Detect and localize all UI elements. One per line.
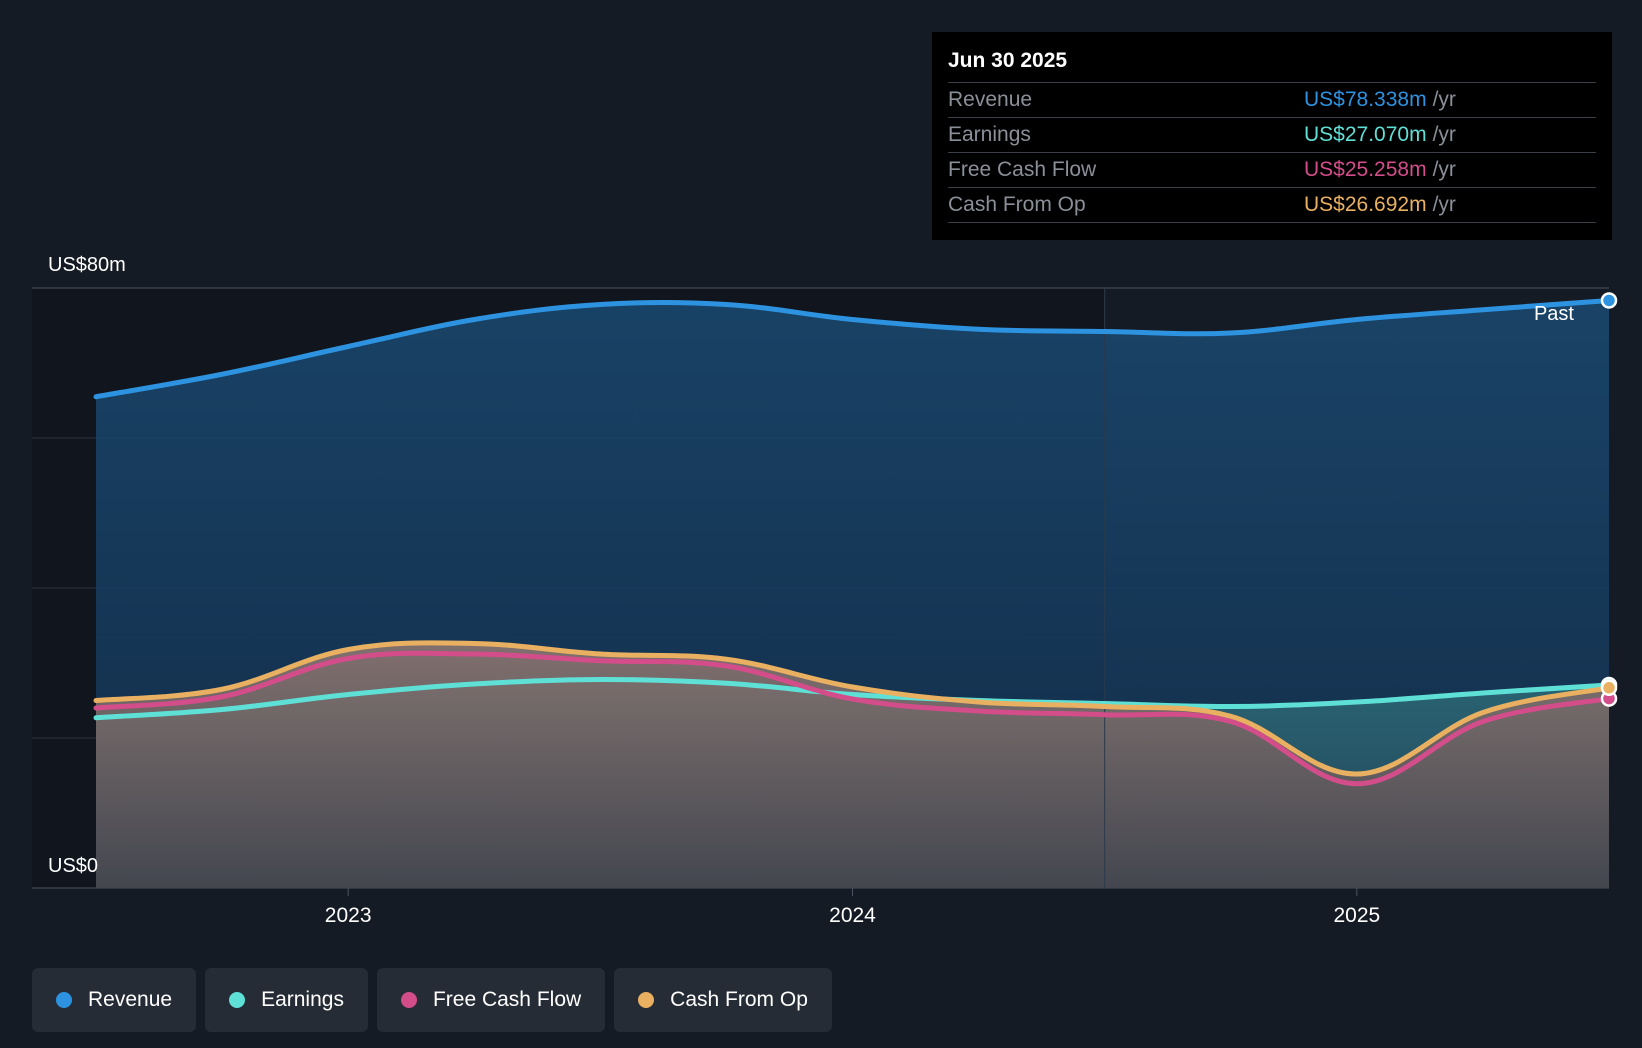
tooltip-label: Cash From Op — [948, 193, 1086, 216]
legend-dot-icon — [56, 992, 72, 1008]
past-label: Past — [1534, 303, 1574, 325]
y-axis-top-label: US$80m — [48, 254, 126, 276]
x-tick-label: 2025 — [1333, 904, 1380, 927]
legend: Revenue Earnings Free Cash Flow Cash Fro… — [32, 968, 832, 1032]
tooltip-label: Revenue — [948, 88, 1033, 111]
tooltip-value: US$78.338m — [1304, 88, 1427, 111]
tooltip-label: Earnings — [948, 123, 1031, 146]
tooltip-row-earnings: Earnings US$27.070m/yr — [948, 118, 1596, 153]
cash-from-op-line — [93, 640, 1612, 777]
legend-label: Revenue — [88, 988, 173, 1011]
legend-item-free-cash-flow[interactable]: Free Cash Flow — [376, 968, 606, 1032]
legend-item-revenue[interactable]: Revenue — [32, 968, 197, 1032]
x-tick-label: 2024 — [829, 904, 876, 927]
y-axis-bottom-label: US$0 — [48, 855, 98, 877]
tooltip-label: Free Cash Flow — [948, 158, 1097, 181]
legend-item-earnings[interactable]: Earnings — [205, 968, 368, 1032]
tooltip-value: US$26.692m — [1304, 193, 1427, 216]
legend-dot-icon — [400, 992, 417, 1008]
tooltip-value-wrap: US$25.258m/yr — [1304, 153, 1456, 187]
legend-dot-icon — [638, 992, 655, 1008]
tooltip-value-wrap: US$26.692m/yr — [1304, 188, 1456, 222]
tooltip-unit: /yr — [1432, 123, 1456, 146]
legend-label: Free Cash Flow — [432, 988, 582, 1011]
tooltip-row-free-cash-flow: Free Cash Flow US$25.258m/yr — [948, 153, 1596, 188]
tooltip-row-revenue: Revenue US$78.338m/yr — [948, 83, 1596, 118]
tooltip-value: US$25.258m — [1304, 158, 1427, 181]
cash-from-op-end-point[interactable] — [1600, 679, 1618, 697]
legend-dot-icon — [229, 992, 246, 1008]
tooltip-value-wrap: US$27.070m/yr — [1304, 118, 1456, 152]
tooltip-row-cash-from-op: Cash From Op US$26.692m/yr — [948, 188, 1596, 223]
tooltip-unit: /yr — [1432, 88, 1456, 111]
legend-label: Cash From Op — [670, 988, 808, 1011]
legend-item-cash-from-op[interactable]: Cash From Op — [614, 968, 832, 1032]
tooltip-panel: Jun 30 2025 Revenue US$78.338m/yr Earnin… — [932, 32, 1612, 240]
tooltip-value: US$27.070m — [1304, 123, 1427, 146]
revenue-line — [93, 297, 1612, 400]
free-cash-flow-line — [93, 650, 1612, 787]
x-axis: 2023 2024 2025 — [325, 888, 1380, 927]
x-tick-label: 2023 — [325, 904, 372, 927]
revenue-end-point[interactable] — [1600, 292, 1618, 309]
tooltip-date: Jun 30 2025 — [948, 46, 1596, 83]
series-lines — [93, 297, 1612, 787]
earnings-line — [93, 676, 1612, 721]
cash-from-op-area — [96, 642, 1609, 888]
end-points — [1600, 292, 1618, 707]
tooltip-value-wrap: US$78.338m/yr — [1304, 83, 1456, 117]
legend-label: Earnings — [261, 988, 344, 1011]
tooltip-unit: /yr — [1432, 158, 1456, 181]
tooltip-unit: /yr — [1432, 193, 1456, 216]
